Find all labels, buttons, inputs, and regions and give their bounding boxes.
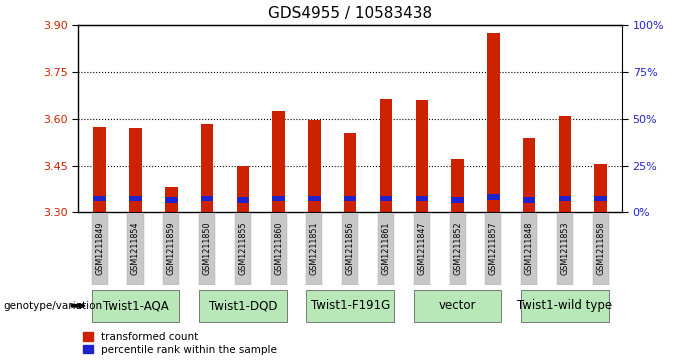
Bar [342,214,358,285]
Bar [415,196,428,201]
Text: GSM1211857: GSM1211857 [489,221,498,275]
Text: Twist1-DQD: Twist1-DQD [209,299,277,312]
Bar [344,196,356,201]
Bar [127,214,143,285]
Bar [523,138,535,212]
Bar [201,196,214,201]
Bar [379,196,392,201]
Bar [378,214,394,285]
Bar [344,133,356,212]
Bar [235,214,251,285]
Bar [557,214,573,285]
Bar [559,196,571,201]
Text: GSM1211850: GSM1211850 [203,221,211,275]
Text: vector: vector [439,299,476,312]
Bar [452,159,464,212]
Bar [308,196,321,201]
Bar [129,128,141,212]
Text: GSM1211858: GSM1211858 [596,221,605,275]
Bar [237,166,249,212]
Bar [593,214,609,285]
Bar [415,100,428,212]
Bar [487,33,500,212]
Bar [92,290,180,322]
Text: GSM1211849: GSM1211849 [95,221,104,275]
Text: GSM1211852: GSM1211852 [453,221,462,275]
Text: GSM1211854: GSM1211854 [131,221,140,275]
Text: GSM1211847: GSM1211847 [418,221,426,275]
Text: GSM1211855: GSM1211855 [238,221,248,275]
Bar [273,111,285,212]
Bar [201,123,214,212]
Bar [594,196,607,201]
Bar [413,290,501,322]
Bar [165,187,177,212]
Bar [199,214,215,285]
Bar [307,290,394,322]
Legend: transformed count, percentile rank within the sample: transformed count, percentile rank withi… [84,332,277,355]
Text: Twist1-F191G: Twist1-F191G [311,299,390,312]
Bar [308,121,321,212]
Bar [487,194,500,200]
Bar [379,99,392,212]
Bar [413,214,430,285]
Bar [523,197,535,203]
Bar [521,214,537,285]
Bar [521,290,609,322]
Bar [92,214,107,285]
Text: GSM1211860: GSM1211860 [274,221,283,275]
Bar [93,196,106,201]
Text: GSM1211853: GSM1211853 [560,221,569,275]
Bar [163,214,180,285]
Text: genotype/variation: genotype/variation [3,301,103,311]
Bar [199,290,287,322]
Bar [449,214,466,285]
Bar [307,214,322,285]
Title: GDS4955 / 10583438: GDS4955 / 10583438 [268,7,432,21]
Text: GSM1211861: GSM1211861 [381,221,390,275]
Bar [165,197,177,203]
Bar [594,164,607,212]
Bar [452,197,464,203]
Text: Twist1-wild type: Twist1-wild type [517,299,613,312]
Bar [273,196,285,201]
Bar [93,127,106,212]
Bar [237,197,249,203]
Text: GSM1211851: GSM1211851 [310,221,319,275]
Bar [129,196,141,201]
Text: GSM1211859: GSM1211859 [167,221,175,275]
Text: GSM1211856: GSM1211856 [345,221,355,275]
Bar [271,214,287,285]
Text: GSM1211848: GSM1211848 [525,221,534,275]
Text: Twist1-AQA: Twist1-AQA [103,299,169,312]
Bar [486,214,501,285]
Bar [559,116,571,212]
